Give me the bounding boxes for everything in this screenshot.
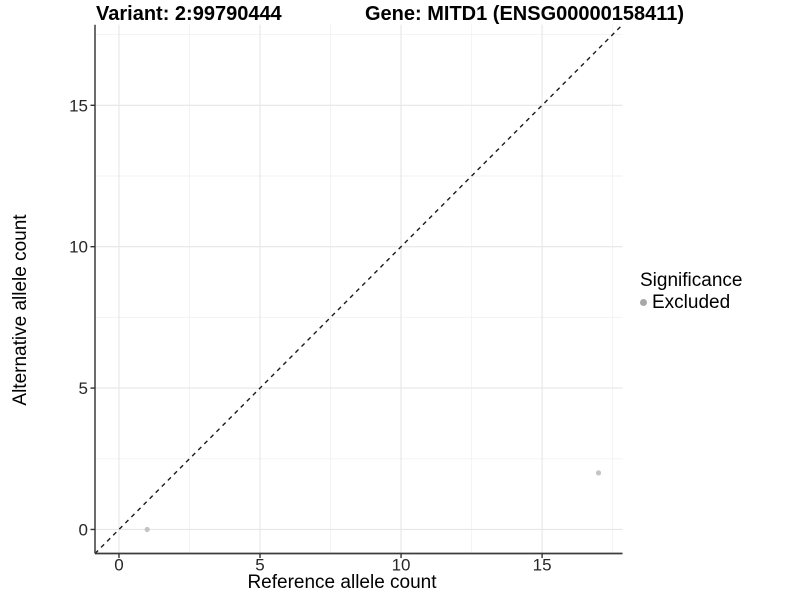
legend-point-icon: [640, 299, 647, 306]
gene-title: Gene: MITD1 (ENSG00000158411): [365, 3, 685, 25]
y-axis-title: Alternative allele count: [10, 214, 31, 406]
y-tick-label: 15: [69, 96, 88, 115]
legend: Significance Excluded: [640, 270, 742, 313]
legend-item-excluded: Excluded: [640, 292, 742, 313]
x-tick-label: 5: [255, 556, 264, 575]
legend-title: Significance: [640, 270, 743, 291]
identity-line: [94, 24, 623, 554]
y-tick-label: 0: [79, 520, 88, 539]
x-tick-label: 15: [533, 556, 552, 575]
data-point: [144, 526, 150, 533]
legend-item-label: Excluded: [652, 292, 731, 313]
x-tick-label: 10: [392, 556, 411, 575]
data-point: [595, 470, 602, 476]
x-tick-label: 0: [114, 556, 123, 575]
x-axis-title: Reference allele count: [247, 572, 437, 593]
y-tick-label: 5: [79, 379, 88, 398]
y-tick-label: 10: [69, 238, 88, 257]
variant-title: Variant: 2:99790444: [96, 3, 282, 25]
